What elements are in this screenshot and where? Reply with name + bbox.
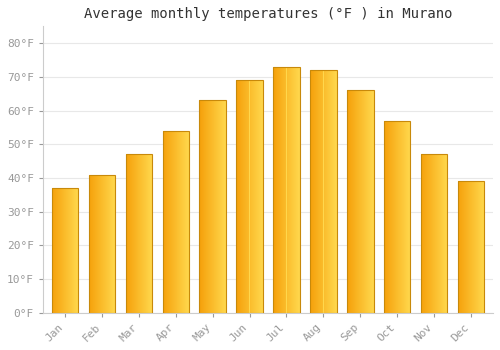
Bar [52,188,78,313]
Bar [310,70,336,313]
Bar [88,175,116,313]
Bar [273,67,299,313]
Bar [458,181,484,313]
Bar [126,154,152,313]
Bar [420,154,448,313]
Bar [200,100,226,313]
Title: Average monthly temperatures (°F ) in Murano: Average monthly temperatures (°F ) in Mu… [84,7,452,21]
Bar [236,80,263,313]
Bar [347,90,374,313]
Bar [384,121,410,313]
Bar [162,131,189,313]
